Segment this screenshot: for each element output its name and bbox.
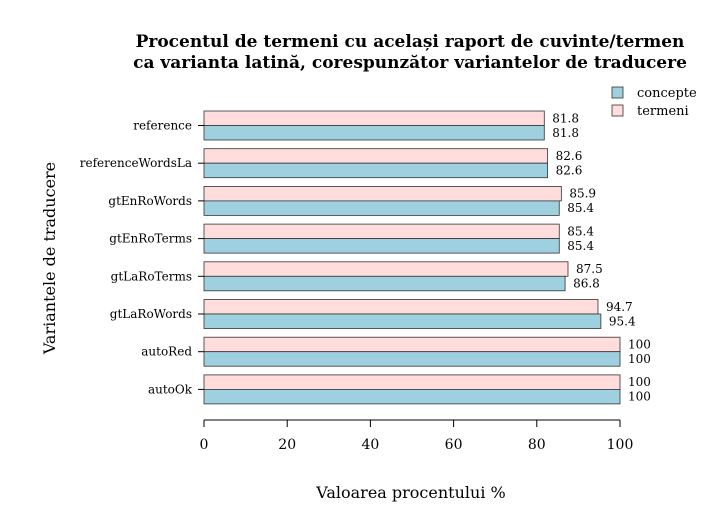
data-label-termeni-autoOk: 100 [628,375,651,389]
category-label-gtLaRoTerms: gtLaRoTerms [111,269,192,283]
data-label-concepte-gtLaRoWords: 95.4 [609,314,636,328]
data-label-termeni-gtEnRoWords: 85.9 [569,187,596,201]
category-label-gtLaRoWords: gtLaRoWords [110,307,192,321]
x-axis-label: Valoarea procentului % [315,483,505,502]
data-label-termeni-referenceWordsLa: 82.6 [556,149,583,163]
x-tick-label-40: 40 [361,437,379,453]
bar-concepte-gtLaRoTerms [203,275,566,292]
category-label-gtEnRoWords: gtEnRoWords [108,194,192,208]
legend-label-termeni: termeni [637,104,689,119]
x-axis: 0 20 40 60 80 100 [200,419,634,453]
bar-concepte-gtEnRoTerms [203,238,560,254]
legend-swatch-concepte [611,86,624,99]
chart-subtitle: ca varianta latină, corespunzător varian… [133,53,687,73]
data-label-concepte-referenceWordsLa: 82.6 [556,163,583,177]
data-label-concepte-autoRed: 100 [628,352,651,366]
data-label-concepte-autoOk: 100 [628,390,651,404]
bar-concepte-gtEnRoWords [203,200,560,216]
data-label-termeni-gtEnRoTerms: 85.4 [567,224,594,238]
data-label-concepte-gtLaRoTerms: 86.8 [573,277,600,291]
category-label-autoOk: autoOk [148,382,193,396]
data-label-concepte-gtEnRoTerms: 85.4 [567,239,594,253]
bar-concepte-autoOk [203,388,621,405]
x-tick-label-60: 60 [445,437,463,453]
data-label-termeni-gtLaRoWords: 94.7 [606,300,633,314]
bar-termeni-reference [203,110,545,126]
data-label-termeni-autoRed: 100 [628,337,651,351]
bar-termeni-gtLaRoWords [203,299,599,315]
data-label-concepte-gtEnRoWords: 85.4 [567,201,594,215]
bar-termeni-autoOk [203,374,621,390]
bar-termeni-gtLaRoTerms [203,261,569,277]
bar-termeni-autoRed [203,336,621,353]
bar-termeni-referenceWordsLa [203,148,549,164]
legend: concepte termeni [611,86,697,119]
bar-concepte-referenceWordsLa [203,162,549,179]
y-axis-label: Variantele de traducere [40,162,59,355]
x-tick-label-0: 0 [200,437,209,453]
data-label-termeni-gtLaRoTerms: 87.5 [576,262,603,276]
category-label-autoRed: autoRed [141,345,192,359]
bar-termeni-gtEnRoWords [203,185,562,202]
bars-group: 81.881.8 reference 82.682.6 referenceWordsL… [80,110,651,405]
bar-concepte-autoRed [203,351,621,367]
bar-concepte-reference [203,125,545,141]
data-label-concepte-reference: 81.8 [552,126,579,140]
data-label-termeni-reference: 81.8 [552,111,579,125]
category-label-referenceWordsLa: referenceWordsLa [80,156,192,170]
chart-title: Procentul de termeni cu același raport d… [136,32,685,52]
legend-label-concepte: concepte [637,86,697,101]
legend-swatch-termeni [611,104,624,117]
bar-concepte-gtLaRoWords [203,313,602,329]
category-label-gtEnRoTerms: gtEnRoTerms [109,232,192,246]
x-tick-label-20: 20 [278,437,296,453]
bar-termeni-gtEnRoTerms [203,223,560,240]
x-tick-label-80: 80 [528,437,546,453]
category-label-reference: reference [133,119,192,133]
x-tick-label-100: 100 [607,437,634,453]
